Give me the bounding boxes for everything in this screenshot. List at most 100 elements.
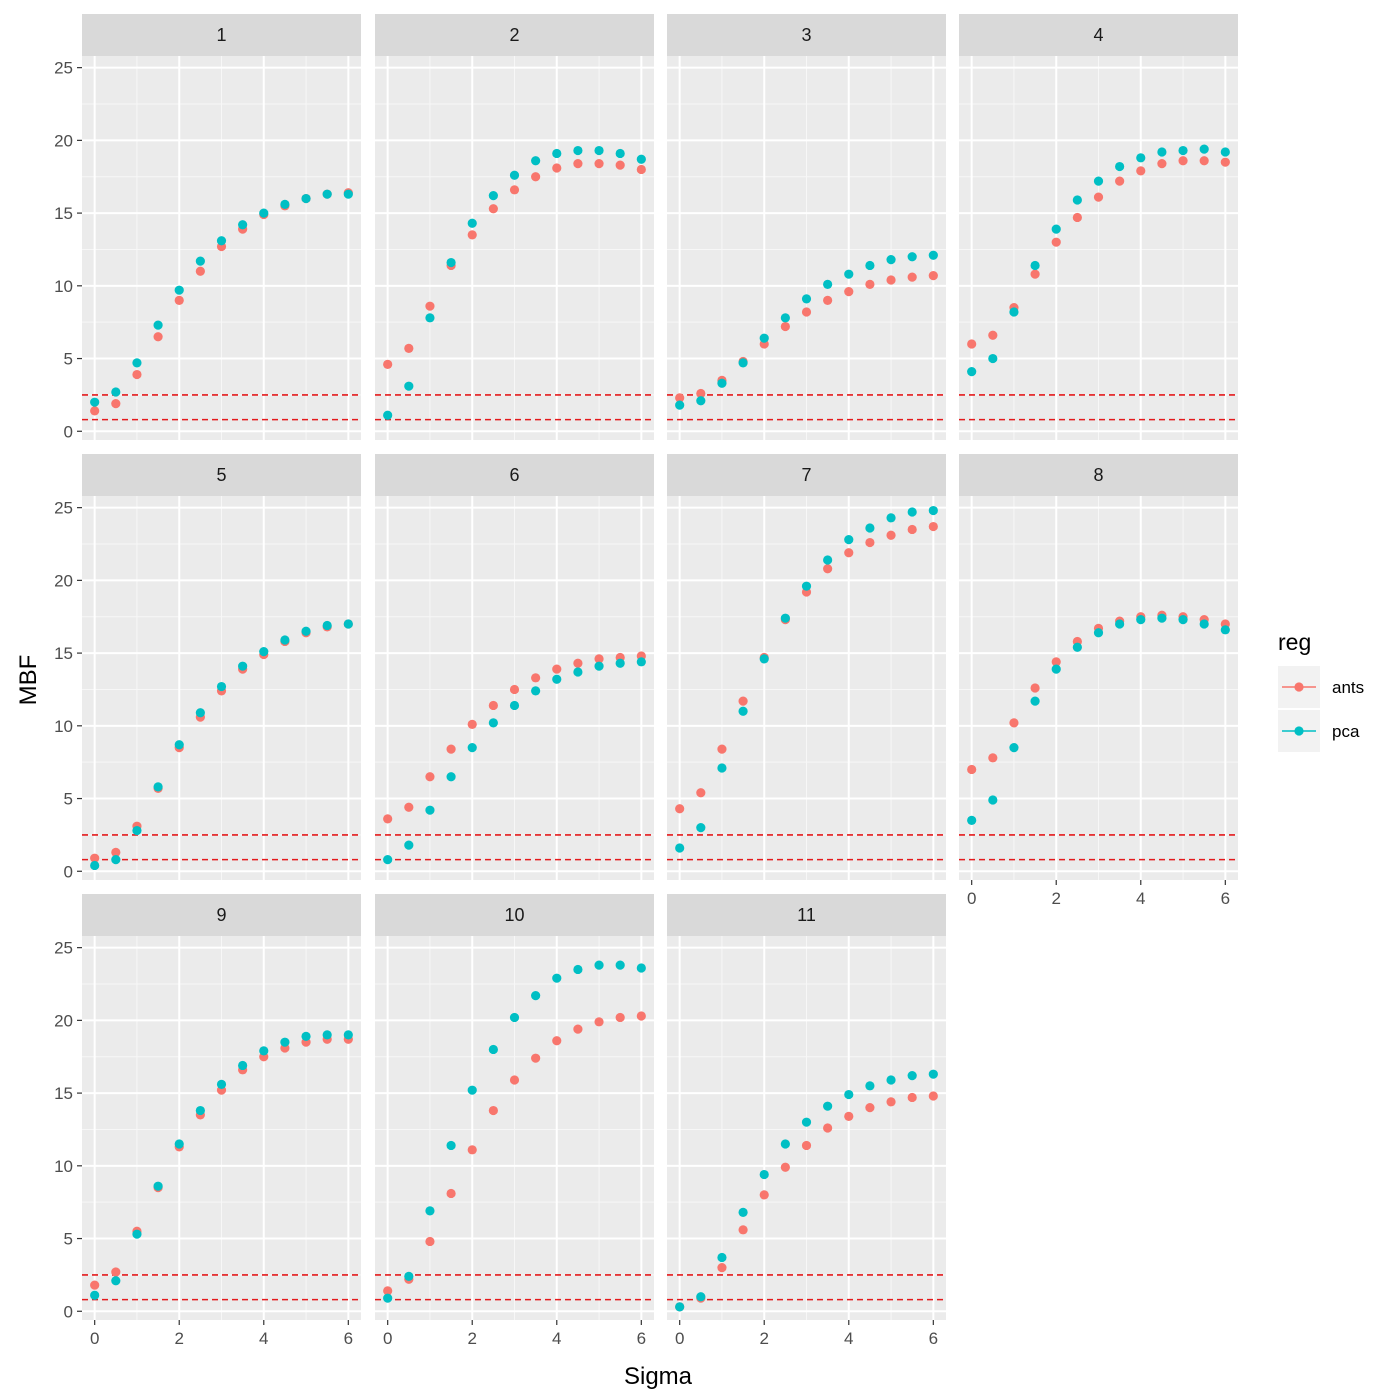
data-point-ants (907, 524, 917, 535)
data-point-pca (259, 647, 269, 657)
data-point-ants (780, 321, 790, 332)
y-tick-label: 15 (54, 1084, 73, 1103)
data-point-pca (696, 1292, 706, 1302)
data-point-ants (696, 788, 706, 798)
series-pca (383, 145, 646, 420)
x-tick-label: 0 (383, 1329, 392, 1348)
y-tick-label: 20 (54, 1011, 73, 1030)
data-point-pca (615, 658, 625, 668)
data-point-pca (1009, 307, 1019, 317)
data-point-pca (238, 661, 248, 671)
data-point-ants (907, 272, 917, 282)
data-point-ants (446, 1188, 456, 1199)
data-point-ants (759, 1190, 769, 1200)
facet-strip (959, 454, 1238, 496)
data-point-pca (259, 1046, 269, 1056)
data-point-pca (446, 257, 456, 268)
y-tick-label: 10 (54, 717, 73, 736)
x-tick-label: 0 (675, 1329, 684, 1348)
data-point-pca (509, 1012, 520, 1023)
data-point-pca (509, 700, 520, 711)
data-point-pca (1220, 625, 1230, 635)
y-tick-label: 20 (54, 131, 73, 150)
data-point-ants (467, 230, 477, 240)
facet-strip (375, 14, 654, 56)
data-point-pca (259, 208, 269, 218)
data-point-ants (425, 772, 435, 782)
data-point-pca (696, 396, 706, 406)
data-point-pca (531, 991, 541, 1001)
data-point-pca (531, 156, 541, 166)
x-tick-label: 2 (174, 1329, 183, 1348)
data-point-pca (636, 963, 646, 973)
y-tick-label: 10 (54, 1157, 73, 1176)
data-point-ants (1009, 718, 1019, 728)
facet-strip (82, 894, 361, 936)
facet-strip-label: 1 (216, 25, 226, 45)
data-point-ants (573, 1024, 583, 1034)
y-tick-label: 5 (64, 790, 73, 809)
data-point-pca (615, 960, 625, 970)
y-tick-label: 20 (54, 571, 73, 590)
data-point-pca (886, 255, 896, 265)
data-point-ants (886, 275, 896, 285)
series-pca (675, 250, 938, 410)
legend-key-point (1294, 726, 1304, 736)
data-point-pca (1072, 195, 1082, 205)
data-point-pca (425, 805, 435, 815)
data-point-pca (216, 681, 227, 692)
legend-key-point (1294, 682, 1304, 692)
data-point-pca (594, 661, 604, 671)
data-point-pca (759, 1169, 769, 1180)
data-point-ants (467, 1145, 477, 1155)
data-point-pca (383, 410, 393, 420)
data-point-ants (509, 185, 520, 195)
data-point-pca (696, 823, 706, 833)
data-point-pca (1093, 628, 1104, 638)
facet-panel-4: 4 (959, 14, 1238, 440)
facet-strip (667, 454, 946, 496)
data-point-pca (594, 960, 604, 970)
facet-strip-label: 2 (509, 25, 519, 45)
data-point-ants (1072, 212, 1082, 223)
data-point-ants (195, 266, 205, 276)
data-point-pca (1009, 743, 1019, 753)
data-point-ants (967, 339, 977, 349)
data-point-pca (467, 1085, 477, 1095)
data-point-pca (636, 657, 646, 667)
legend-title: reg (1278, 629, 1311, 655)
data-point-pca (1030, 260, 1040, 271)
data-point-pca (301, 193, 311, 204)
x-tick-label: 6 (1221, 889, 1230, 908)
data-point-ants (1030, 683, 1040, 693)
data-point-pca (467, 743, 477, 753)
facet-panel-2: 2 (375, 14, 654, 440)
data-point-ants (509, 684, 520, 695)
facet-strip (82, 454, 361, 496)
data-point-pca (675, 1302, 685, 1312)
y-tick-label: 0 (64, 422, 73, 441)
data-point-pca (322, 189, 332, 199)
data-point-pca (509, 170, 520, 180)
legend-entry-ants: ants (1278, 666, 1364, 708)
data-point-pca (780, 1139, 790, 1149)
data-point-ants (132, 369, 142, 380)
legend-entry-pca: pca (1278, 710, 1360, 752)
data-point-pca (907, 1071, 917, 1081)
data-point-pca (675, 843, 685, 853)
facet-panel-9: 9 0 5 10 15 20 25 0 2 4 6 (54, 894, 361, 1348)
data-point-pca (823, 555, 833, 565)
data-point-pca (928, 1069, 938, 1079)
data-point-pca (801, 581, 812, 591)
data-point-ants (594, 159, 604, 169)
data-point-ants (780, 1162, 790, 1172)
data-point-pca (552, 148, 562, 159)
data-point-ants (988, 330, 998, 340)
data-point-pca (801, 294, 812, 304)
data-point-pca (90, 860, 100, 871)
series-pca (90, 1030, 353, 1300)
data-point-pca (195, 1105, 205, 1116)
facet-strip-label: 4 (1093, 25, 1103, 45)
x-tick-label: 6 (344, 1329, 353, 1348)
